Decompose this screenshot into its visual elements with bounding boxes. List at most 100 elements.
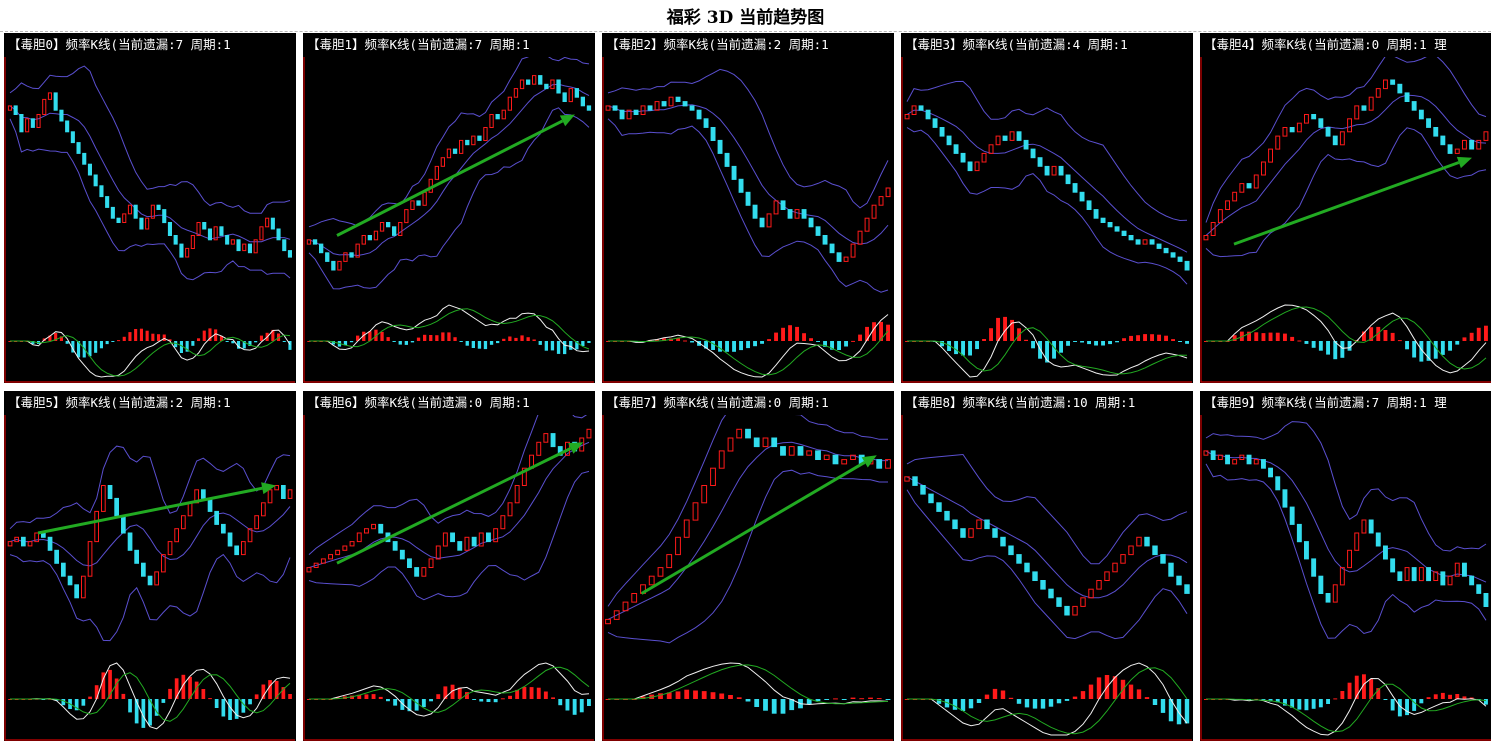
indicator-bar [1204, 341, 1208, 342]
axis-frame [901, 57, 1192, 383]
indicator-bar [1024, 699, 1030, 708]
candle [364, 528, 369, 534]
candle [640, 105, 646, 116]
indicator-bar [386, 337, 390, 341]
candle [67, 575, 73, 586]
indicator-bar [201, 689, 206, 699]
trend-arrow-head [1456, 156, 1472, 169]
indicator-bar [242, 341, 246, 349]
candle [586, 428, 592, 439]
indicator-bar [954, 341, 958, 355]
candle [214, 510, 220, 525]
indicator-bar [1096, 677, 1102, 699]
indicator-bar [579, 699, 584, 713]
indicator-bar [982, 339, 986, 341]
candle [1239, 454, 1245, 461]
indicator-bar [781, 327, 785, 341]
indicator-bar [371, 694, 376, 699]
indicator-bar [1426, 341, 1431, 361]
indicator-bar [71, 341, 75, 353]
indicator-bar [174, 341, 178, 348]
candle [276, 228, 281, 241]
candle [407, 558, 412, 568]
candle [107, 485, 113, 499]
candle [1304, 541, 1309, 560]
candle [156, 204, 161, 210]
indicator-bar [380, 331, 384, 341]
indicator-bar [307, 699, 311, 700]
candle [1136, 536, 1142, 547]
candle [127, 532, 133, 551]
candle [187, 502, 193, 517]
panel-header: 【毒胆8】频率K线(当前遗漏:10 周期:1 [905, 395, 1136, 410]
indicator-bar [368, 331, 372, 341]
indicator-bar [1369, 679, 1374, 699]
candle [320, 558, 326, 564]
indicator-bar [1136, 335, 1140, 341]
indicator-bar [1419, 699, 1424, 704]
axis-frame [901, 415, 1192, 741]
indicator-line-green [1206, 306, 1487, 370]
candle [110, 206, 115, 219]
candle [920, 485, 926, 495]
band-lower [607, 118, 889, 293]
indicator-bar [858, 334, 862, 341]
candle [335, 549, 341, 556]
candle [254, 515, 260, 530]
candle [1024, 562, 1030, 573]
candle [342, 545, 348, 551]
candle [421, 567, 427, 577]
indicator-bar [830, 341, 834, 350]
indicator-bar [1383, 699, 1388, 700]
candle [371, 523, 376, 530]
candle [1325, 127, 1331, 137]
candle [399, 549, 405, 560]
indicator-bar [879, 321, 883, 341]
indicator-bar [1136, 689, 1142, 699]
candle [647, 105, 653, 111]
indicator-bar [356, 335, 360, 341]
indicator-line-white [10, 329, 291, 378]
indicator-bar [556, 341, 561, 354]
candle [337, 260, 342, 271]
candle [392, 226, 397, 236]
indicator-bar [450, 684, 455, 699]
candle [1152, 545, 1158, 556]
candle [832, 454, 839, 465]
candle [1275, 476, 1281, 491]
indicator-bar [940, 341, 944, 347]
candle [904, 476, 910, 482]
candle [944, 510, 950, 521]
candle [465, 139, 470, 146]
indicator-bar [704, 341, 708, 349]
indicator-bar [453, 337, 457, 341]
indicator-bar [529, 687, 534, 699]
candle [1383, 545, 1388, 560]
candle [185, 247, 190, 258]
candle [1390, 79, 1396, 85]
candle [94, 510, 100, 543]
candle [759, 217, 765, 228]
trend-arrow-line [336, 447, 572, 565]
kline-chart [4, 57, 295, 383]
candle [771, 437, 778, 448]
candle [121, 515, 126, 534]
indicator-bar [1376, 688, 1381, 699]
candle [101, 485, 106, 512]
candle [147, 575, 153, 586]
candle [1048, 588, 1054, 599]
indicator-bar [48, 335, 52, 341]
indicator-bar [1448, 341, 1452, 351]
candle [1411, 101, 1417, 111]
candle [1232, 191, 1238, 202]
indicator-bar [168, 339, 172, 341]
panel-毒胆1: 【毒胆1】频率K线(当前遗漏:7 周期:1 [303, 33, 595, 383]
indicator-bar [1024, 339, 1028, 341]
indicator-bar [823, 341, 827, 347]
candle [259, 226, 264, 241]
indicator-bar [1455, 341, 1460, 345]
candle [452, 148, 458, 154]
indicator-bar [701, 691, 707, 699]
indicator-bar [844, 341, 848, 347]
candle [1304, 114, 1309, 124]
